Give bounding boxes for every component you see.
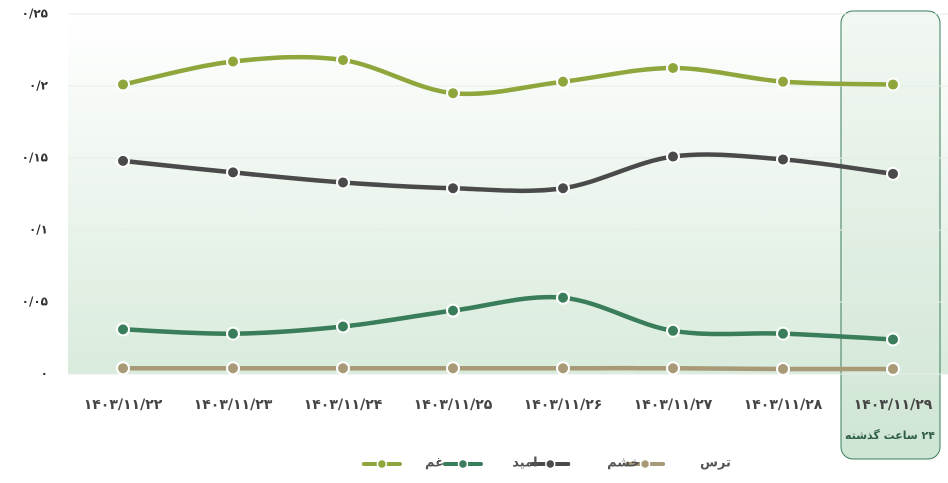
point [886,332,900,347]
x-tick-label: ۱۴۰۳/۱۱/۲۷ [634,397,713,413]
point [776,152,790,167]
point [666,323,680,338]
point [556,290,570,305]
point [116,153,130,168]
annotation: ۲۴ ساعت گذشته [845,429,935,442]
legend-label: ترس [700,456,731,471]
y-tick-label: ۰/۱ [29,223,48,237]
legend-label: غم [425,456,444,471]
x-tick-label: ۱۴۰۳/۱۱/۲۸ [744,397,823,413]
point [116,77,130,92]
point [776,326,790,341]
y-tick-label: ۰/۲۵ [22,7,48,21]
point [556,74,570,89]
y-tick-label: ۰/۲ [29,79,49,93]
point [556,181,570,196]
legend-marker-dot [376,458,388,470]
point [666,61,680,75]
point [226,361,240,376]
y-tick-label: ۰/۱۵ [22,151,48,165]
series-line [120,152,896,194]
point [776,74,790,89]
x-tick-label: ۱۴۰۳/۱۱/۲۲ [84,397,163,413]
y-tick-label: ۰ [41,367,48,381]
point [336,175,350,190]
legend-marker-dot [457,458,469,470]
point [226,326,240,341]
highlight-box [840,10,941,460]
point [446,361,460,376]
series-line [120,294,896,342]
point [886,166,900,181]
point [776,361,790,376]
y-tick-label: ۰/۰۵ [22,295,48,309]
legend-label: خشم [607,456,640,471]
x-tick-label: ۱۴۰۳/۱۱/۲۵ [414,397,493,413]
point [336,361,350,376]
legend-marker-dot [545,458,556,470]
series-line [120,54,896,97]
point [886,77,900,92]
x-tick-label: ۱۴۰۳/۱۱/۲۹ [854,397,933,413]
x-tick-label: ۱۴۰۳/۱۱/۲۴ [304,397,383,413]
point [116,322,130,337]
legend-marker-dot [639,458,651,470]
point [446,86,460,101]
point [116,361,130,376]
point [226,165,240,180]
point [446,181,460,196]
point [446,303,460,318]
x-tick-label: ۱۴۰۳/۱۱/۲۳ [194,397,273,413]
plot-background [68,14,948,374]
point [666,361,680,376]
series-line [120,365,896,372]
x-tick-label: ۱۴۰۳/۱۱/۲۶ [524,397,603,413]
point [336,53,350,68]
legend-label: امید [512,456,537,471]
point [226,54,240,69]
point [886,361,900,376]
point [336,319,350,334]
point [556,361,570,376]
point [666,149,680,164]
